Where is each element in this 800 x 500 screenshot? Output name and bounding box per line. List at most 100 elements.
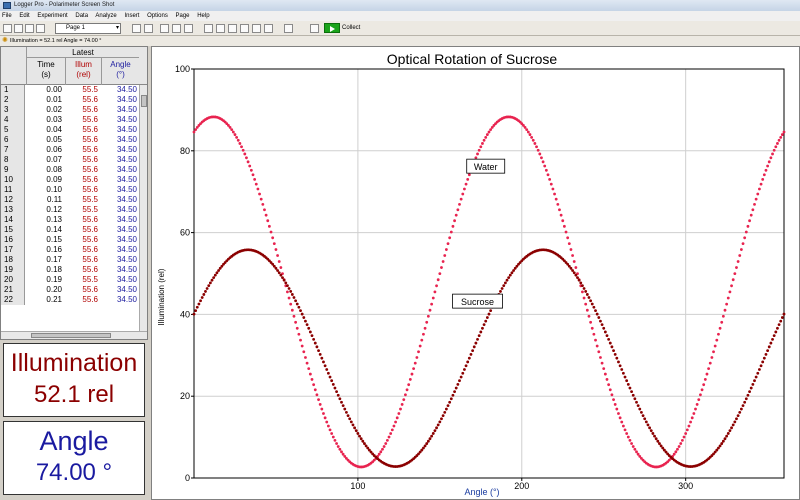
water-point: [561, 219, 565, 223]
curve-fit-icon[interactable]: [264, 24, 273, 33]
examine-icon[interactable]: [204, 24, 213, 33]
table-row[interactable]: 17 0.16 55.6 34.50: [1, 245, 139, 255]
page-next-icon[interactable]: [144, 24, 153, 33]
table-horizontal-scrollbar[interactable]: [1, 331, 147, 339]
table-row[interactable]: 2 0.01 55.6 34.50: [1, 95, 139, 105]
statistics-icon[interactable]: [240, 24, 249, 33]
integral-icon[interactable]: [228, 24, 237, 33]
table-row[interactable]: 15 0.14 55.6 34.50: [1, 225, 139, 235]
water-point: [333, 438, 337, 442]
water-point: [225, 122, 229, 126]
table-row[interactable]: 14 0.13 55.6 34.50: [1, 215, 139, 225]
table-row[interactable]: 12 0.11 55.5 34.50: [1, 195, 139, 205]
table-row[interactable]: 4 0.03 55.6 34.50: [1, 115, 139, 125]
angle-cell: 34.50: [116, 135, 137, 144]
column-header-angle[interactable]: Angle (°): [101, 58, 139, 85]
scroll-thumb[interactable]: [31, 333, 111, 338]
table-row[interactable]: 16 0.15 55.6 34.50: [1, 235, 139, 245]
open-file-icon[interactable]: [14, 24, 23, 33]
table-row[interactable]: 13 0.12 55.5 34.50: [1, 205, 139, 215]
collect-button[interactable]: Collect: [324, 23, 366, 34]
water-point: [261, 202, 265, 206]
zoom-in-icon[interactable]: [172, 24, 181, 33]
sucrose-point: [656, 439, 660, 443]
time-cell: 0.08: [46, 165, 62, 174]
table-body: 1 0.00 55.5 34.50 2 0.01 55.6 34.50 3 0.02 55.6 34.…: [1, 85, 139, 305]
table-row[interactable]: 1 0.00 55.5 34.50: [1, 85, 139, 95]
row-number: 7: [1, 145, 25, 155]
data-set-name[interactable]: Latest: [26, 47, 139, 58]
sucrose-point: [600, 323, 604, 327]
menu-bar: File Edit Experiment Data Analyze Insert…: [0, 11, 800, 21]
zoom-out-icon[interactable]: [184, 24, 193, 33]
water-point: [731, 278, 735, 282]
menu-analyze[interactable]: Analyze: [95, 13, 117, 19]
sucrose-point: [621, 371, 625, 375]
illumination-meter[interactable]: Illumination 52.1 rel: [3, 343, 145, 417]
sucrose-point: [299, 309, 302, 313]
menu-options[interactable]: Options: [147, 13, 168, 19]
toolbar: Page 1 ▾ Collect: [0, 21, 800, 36]
menu-edit[interactable]: Edit: [19, 13, 30, 19]
table-row[interactable]: 20 0.19 55.5 34.50: [1, 275, 139, 285]
menu-data[interactable]: Data: [75, 13, 89, 19]
menu-page[interactable]: Page: [175, 13, 190, 19]
table-vertical-scrollbar[interactable]: [139, 85, 147, 331]
row-number: 19: [1, 265, 25, 275]
sucrose-point: [428, 437, 432, 441]
menu-file[interactable]: File: [2, 13, 12, 19]
tangent-icon[interactable]: [216, 24, 225, 33]
lab-interface-icon[interactable]: [310, 24, 319, 33]
sucrose-point: [458, 379, 461, 383]
angle-meter[interactable]: Angle 74.00 °: [3, 421, 145, 495]
graph[interactable]: Optical Rotation of Sucrose 0 20 40 60 80 100…: [152, 47, 799, 499]
table-row[interactable]: 5 0.04 55.6 34.50: [1, 125, 139, 135]
table-row[interactable]: 3 0.02 55.6 34.50: [1, 105, 139, 115]
scroll-thumb[interactable]: [141, 95, 147, 107]
table-row[interactable]: 7 0.06 55.6 34.50: [1, 145, 139, 155]
menu-insert[interactable]: Insert: [124, 13, 140, 19]
x-axis-label[interactable]: Angle (°): [464, 487, 499, 497]
column-header-illum[interactable]: Illum (rel): [65, 58, 101, 85]
sucrose-point: [207, 284, 211, 288]
sucrose-point: [581, 284, 584, 288]
water-point: [372, 458, 376, 462]
water-point: [287, 296, 291, 300]
new-file-icon[interactable]: [3, 24, 12, 33]
save-icon[interactable]: [25, 24, 34, 33]
sucrose-point: [761, 360, 765, 364]
graph-panel[interactable]: Optical Rotation of Sucrose 0 20 40 60 80 100…: [151, 46, 800, 500]
sucrose-point: [477, 334, 481, 338]
table-row[interactable]: 22 0.21 55.6 34.50: [1, 295, 139, 305]
model-icon[interactable]: [284, 24, 293, 33]
water-point: [713, 344, 717, 348]
linear-fit-icon[interactable]: [252, 24, 261, 33]
menu-experiment[interactable]: Experiment: [37, 13, 68, 19]
table-row[interactable]: 10 0.09 55.6 34.50: [1, 175, 139, 185]
y-tick-label: 60: [180, 228, 190, 238]
print-icon[interactable]: [36, 24, 45, 33]
table-row[interactable]: 18 0.17 55.6 34.50: [1, 255, 139, 265]
table-row[interactable]: 11 0.10 55.6 34.50: [1, 185, 139, 195]
water-point: [605, 378, 609, 381]
autoscale-icon[interactable]: [160, 24, 169, 33]
table-row[interactable]: 6 0.05 55.6 34.50: [1, 135, 139, 145]
column-header-time[interactable]: Time (s): [26, 58, 65, 85]
page-prev-icon[interactable]: [132, 24, 141, 33]
water-point: [625, 432, 629, 435]
sucrose-point: [599, 319, 602, 323]
water-point: [558, 208, 561, 212]
sucrose-point: [469, 352, 473, 356]
table-row[interactable]: 19 0.18 55.6 34.50: [1, 265, 139, 275]
y-axis-label[interactable]: Illumination (rel): [157, 268, 166, 325]
water-point: [618, 416, 622, 420]
table-row[interactable]: 8 0.07 55.6 34.50: [1, 155, 139, 165]
page-select[interactable]: Page 1 ▾: [55, 23, 121, 34]
illum-cell: 55.6: [82, 145, 98, 154]
menu-help[interactable]: Help: [197, 13, 210, 19]
table-row[interactable]: 21 0.20 55.6 34.50: [1, 285, 139, 295]
water-point: [772, 148, 776, 152]
water-point: [325, 420, 329, 424]
water-point: [387, 435, 391, 439]
table-row[interactable]: 9 0.08 55.6 34.50: [1, 165, 139, 175]
